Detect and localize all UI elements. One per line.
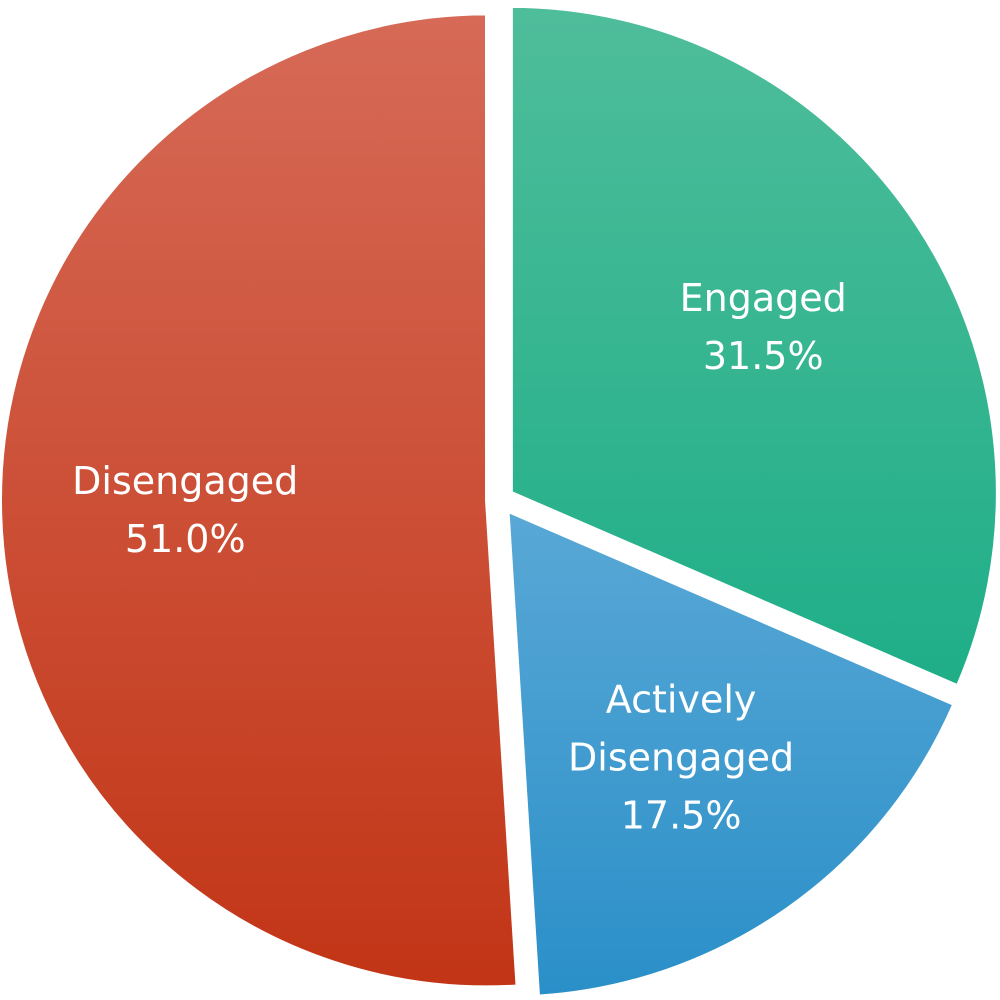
pie-slice-disengaged	[0, 11, 520, 990]
data-label-category: Engaged	[680, 276, 847, 320]
pie-slices	[0, 3, 1000, 999]
data-label-engaged: Engaged 31.5%	[680, 276, 847, 378]
pie-slice-actively-disengaged	[505, 507, 958, 999]
data-label-value: 31.5%	[703, 334, 824, 378]
data-label-category: Actively	[606, 678, 757, 722]
data-label-category: Disengaged	[72, 459, 298, 503]
data-label-disengaged: Disengaged 51.0%	[72, 459, 298, 561]
data-label-value: 17.5%	[621, 794, 742, 838]
data-label-value: 51.0%	[125, 517, 246, 561]
data-label-category: Disengaged	[568, 736, 794, 780]
pie-labels: Engaged 31.5% Actively Disengaged 17.5% Disen…	[72, 276, 847, 838]
data-label-actively-disengaged: Actively Disengaged 17.5%	[568, 678, 794, 838]
pie-slice-engaged	[508, 3, 1000, 689]
